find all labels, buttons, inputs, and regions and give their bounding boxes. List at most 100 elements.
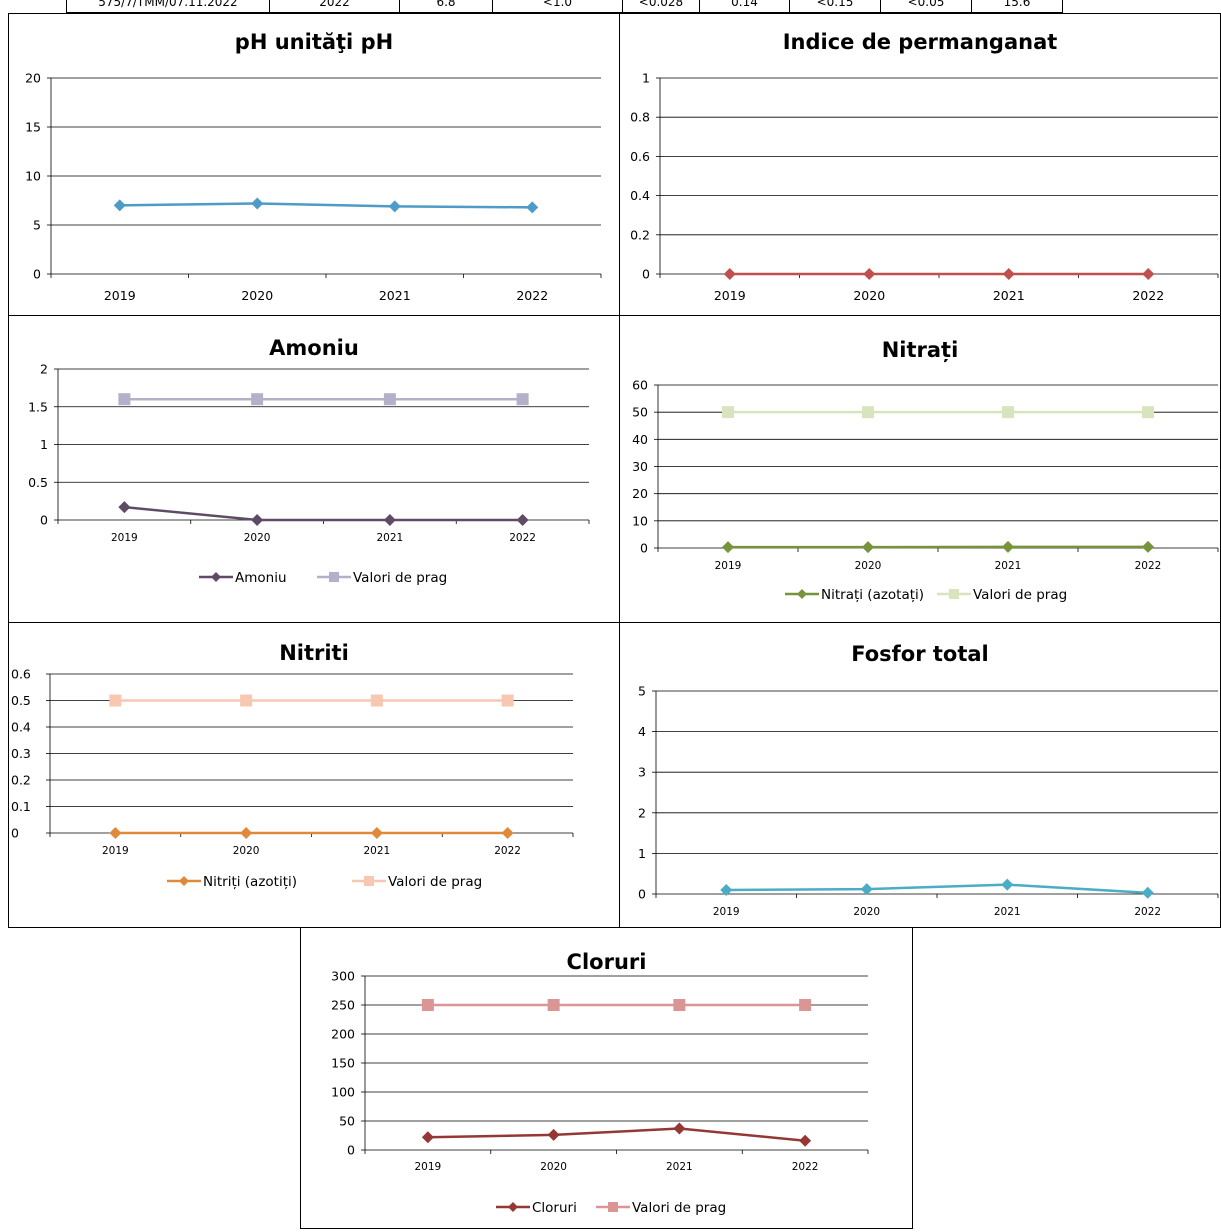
chart-title: Nitriti (279, 641, 349, 665)
data-point (109, 827, 121, 839)
data-point (517, 393, 529, 405)
chart-title: Fosfor total (851, 642, 989, 666)
x-tick-label: 2019 (102, 845, 129, 857)
y-tick-label: 0.4 (630, 188, 650, 203)
legend-label: Valori de prag (353, 570, 447, 586)
y-tick-label: 0.1 (11, 799, 31, 814)
legend-marker (364, 876, 374, 886)
x-tick-label: 2020 (244, 532, 271, 544)
y-tick-label: 0.5 (11, 693, 31, 708)
y-tick-label: 0.2 (630, 227, 650, 242)
data-point (722, 541, 734, 553)
x-tick-label: 2022 (1135, 560, 1162, 572)
data-point (502, 695, 514, 707)
data-point (502, 827, 514, 839)
table-cell: 0.14 (699, 0, 790, 13)
x-tick-label: 2021 (379, 288, 411, 303)
chart-title: Nitrați (882, 338, 959, 363)
x-tick-label: 2022 (1134, 906, 1161, 918)
x-tick-label: 2019 (714, 288, 746, 303)
data-point (722, 406, 734, 418)
data-point (384, 393, 396, 405)
table-cell: <0.028 (622, 0, 700, 13)
chart-title: Cloruri (567, 950, 647, 974)
chart-title: pH unităţi pH (235, 30, 393, 54)
y-tick-label: 30 (632, 459, 648, 474)
series-0 (724, 268, 1155, 280)
y-tick-label: 0 (33, 267, 41, 282)
data-point (799, 999, 811, 1011)
data-point (422, 1131, 434, 1143)
data-point (799, 1135, 811, 1147)
legend-marker (797, 589, 807, 599)
y-tick-label: 150 (331, 1056, 355, 1071)
y-tick-label: 0 (40, 513, 48, 528)
data-point (861, 883, 873, 895)
data-point (548, 999, 560, 1011)
series-line (428, 1129, 805, 1141)
y-tick-label: 300 (331, 969, 355, 984)
data-point (371, 695, 383, 707)
x-tick-label: 2021 (994, 906, 1021, 918)
legend-marker (211, 572, 221, 582)
series-1 (118, 393, 528, 405)
y-tick-label: 50 (339, 1114, 355, 1129)
y-tick-label: 15 (25, 120, 41, 135)
y-tick-label: 0.5 (28, 475, 48, 490)
y-tick-label: 200 (331, 1027, 355, 1042)
y-tick-label: 5 (33, 218, 41, 233)
legend-entry: Valori de prag (352, 874, 482, 890)
x-tick-label: 2021 (666, 1161, 693, 1173)
data-point (1003, 268, 1015, 280)
legend-label: Nitrați (azotați) (821, 587, 924, 603)
data-point (517, 514, 529, 526)
data-point (240, 827, 252, 839)
legend-label: Valori de prag (973, 587, 1067, 603)
table-cell: <0.05 (880, 0, 972, 13)
y-tick-label: 1 (40, 437, 48, 452)
y-tick-label: 5 (638, 684, 646, 699)
table-cell: 15.6 (971, 0, 1063, 13)
legend-marker (329, 572, 339, 582)
x-tick-label: 2019 (715, 560, 742, 572)
y-tick-label: 0 (640, 541, 648, 556)
data-point (251, 514, 263, 526)
legend-marker (179, 876, 189, 886)
series-1 (109, 695, 513, 707)
y-tick-label: 4 (638, 724, 646, 739)
y-tick-label: 60 (632, 378, 648, 393)
data-point (251, 393, 263, 405)
table-cell: <1.0 (492, 0, 623, 13)
data-point (1002, 406, 1014, 418)
series-line (124, 507, 522, 520)
data-point (251, 197, 263, 209)
chart-title: Indice de permanganat (783, 30, 1058, 54)
x-tick-label: 2020 (540, 1161, 567, 1173)
series-0 (109, 827, 513, 839)
data-point (1002, 541, 1014, 553)
series-line (120, 203, 533, 207)
x-tick-label: 2021 (993, 288, 1025, 303)
chart-title: Amoniu (269, 336, 359, 360)
data-point (1001, 879, 1013, 891)
data-point (526, 201, 538, 213)
x-tick-label: 2019 (111, 532, 138, 544)
data-point (114, 199, 126, 211)
cut-off-table-row: 575/7/TMM/07.11.2022 2022 6.8 <1.0 <0.02… (0, 0, 1221, 14)
data-point (118, 501, 130, 513)
data-point (422, 999, 434, 1011)
y-tick-label: 0 (638, 887, 646, 902)
y-tick-label: 10 (632, 513, 648, 528)
data-point (724, 268, 736, 280)
y-tick-label: 1.5 (28, 399, 48, 414)
data-point (389, 200, 401, 212)
y-tick-label: 1 (638, 846, 646, 861)
